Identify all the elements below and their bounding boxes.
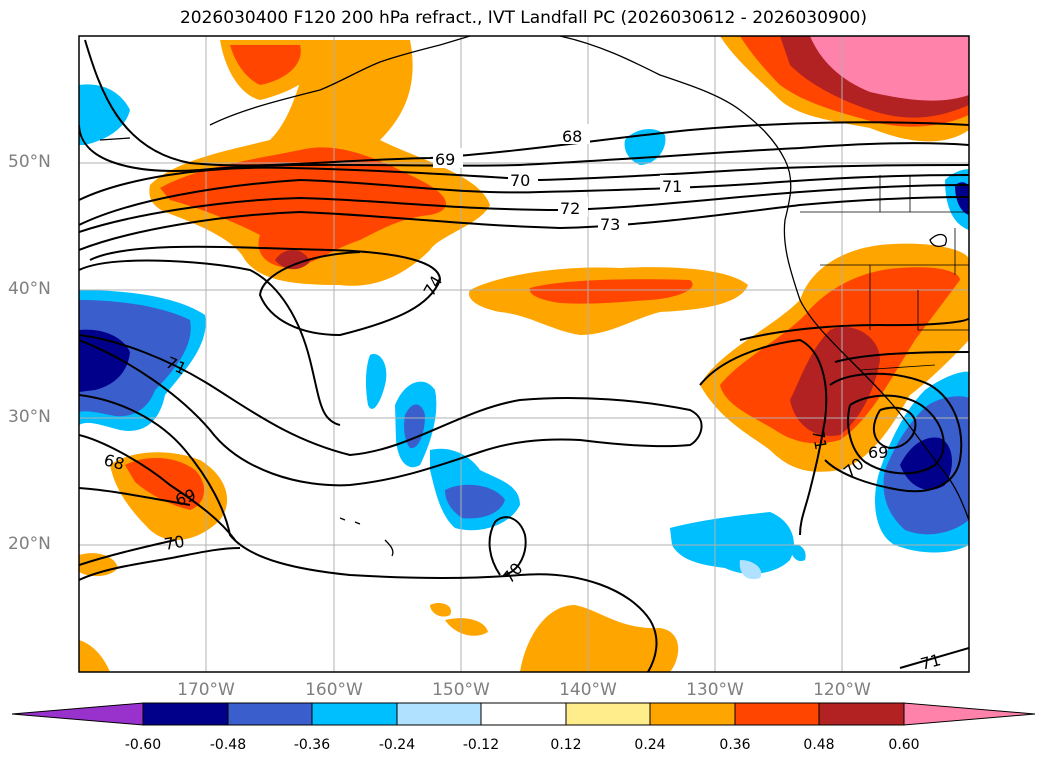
positive-anomaly-central-pacific-core	[529, 279, 693, 304]
colorbar-tick: -0.60	[124, 737, 162, 753]
colorbar-tick: 0.24	[634, 737, 666, 753]
political-borders	[800, 175, 969, 371]
colorbar-tick: 0.12	[550, 737, 582, 753]
colorbar-swatch-3	[311, 702, 398, 726]
colorbar-tick: -0.36	[293, 737, 331, 753]
colorbar-swatch-5	[480, 702, 567, 726]
contour-label-70-west: 70	[163, 532, 186, 554]
contour-label-71-baja: 71	[808, 428, 830, 451]
coastlines	[99, 36, 969, 557]
ivt-shading	[79, 36, 969, 672]
positive-anomaly-southwest-corner	[79, 640, 110, 672]
contour-label-70: 70	[510, 171, 530, 190]
lon-label-120w: 120°W	[813, 680, 871, 700]
colorbar-swatch-8	[734, 702, 820, 726]
colorbar-swatch-6	[565, 702, 651, 726]
negative-anomaly-hawaii-3-core	[445, 484, 505, 519]
negative-anomaly-hawaii-1	[365, 354, 387, 409]
contour-label-73: 73	[600, 215, 620, 234]
colorbar-tick: 0.60	[888, 737, 920, 753]
negative-anomaly-west-mid	[79, 300, 191, 417]
lon-label-150w: 150°W	[432, 680, 490, 700]
positive-anomaly-gulf-alaska-core	[230, 45, 301, 85]
positive-anomaly-canada-max	[810, 36, 969, 101]
contour-label-72: 72	[560, 199, 580, 218]
lat-label-40n: 40°N	[8, 279, 51, 299]
colorbar-tick: -0.24	[378, 737, 416, 753]
colorbar	[11, 702, 1036, 726]
colorbar-swatch-1	[142, 702, 229, 726]
negative-anomaly-east-tropics-light	[739, 560, 762, 580]
graticule	[79, 36, 969, 672]
lon-label-140w: 140°W	[559, 680, 617, 700]
contour-label-68-west: 68	[102, 450, 127, 474]
positive-anomaly-north-pacific-dark	[275, 250, 310, 270]
positive-anomaly-south-small-2	[445, 618, 488, 636]
colorbar-swatch-2	[227, 702, 313, 726]
contour-label-69-baja: 69	[868, 443, 888, 462]
negative-anomaly-hawaii-2-core	[404, 404, 425, 449]
positive-anomaly-north-pacific-core	[160, 147, 447, 268]
contour-label-71-south: 71	[918, 650, 943, 674]
negative-anomaly-east-tropics	[670, 512, 794, 574]
colorbar-swatch-7	[649, 702, 736, 726]
colorbar-tick: -0.12	[462, 737, 500, 753]
positive-anomaly-south-small	[430, 603, 451, 617]
negative-anomaly-east-edge-core	[955, 182, 969, 215]
colorbar-tick: -0.48	[209, 737, 247, 753]
lon-label-130w: 130°W	[686, 680, 744, 700]
negative-anomaly-northwest	[79, 84, 130, 145]
lat-label-50n: 50°N	[8, 152, 51, 172]
negative-anomaly-baja-core	[900, 437, 952, 490]
contour-label-69: 69	[435, 150, 455, 169]
colorbar-swatch-10	[903, 702, 1036, 726]
colorbar-swatch-9	[818, 702, 905, 726]
negative-anomaly-east-small	[790, 544, 806, 562]
contour-label-71: 71	[662, 177, 682, 196]
lon-label-170w: 170°W	[177, 680, 235, 700]
map-title: 2026030400 F120 200 hPa refract., IVT La…	[179, 8, 867, 28]
colorbar-tick: 0.48	[803, 737, 835, 753]
positive-anomaly-south-central	[520, 605, 679, 672]
colorbar-swatch-4	[396, 702, 482, 726]
colorbar-tick: 0.36	[719, 737, 751, 753]
lat-label-20n: 20°N	[8, 534, 51, 554]
positive-anomaly-dateline-core	[125, 458, 205, 510]
colorbar-swatch-0	[11, 702, 144, 726]
lat-label-30n: 30°N	[8, 407, 51, 427]
plot-frame	[78, 35, 970, 673]
contour-label-68: 68	[562, 127, 582, 146]
lon-label-160w: 160°W	[305, 680, 363, 700]
